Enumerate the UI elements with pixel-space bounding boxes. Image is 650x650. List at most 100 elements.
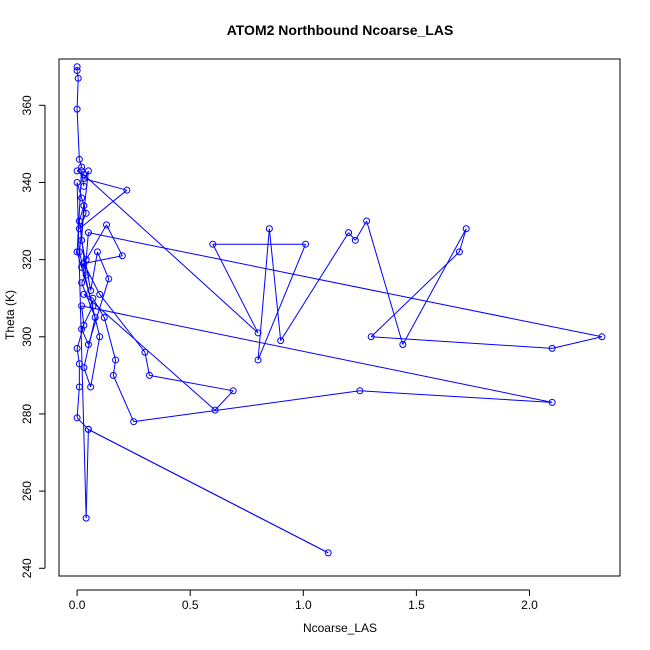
y-tick-label: 300 (20, 326, 34, 346)
series-segment (83, 317, 96, 368)
data-point (345, 229, 353, 237)
data-point (82, 256, 90, 264)
series-segment (371, 336, 553, 349)
plot-frame (58, 58, 621, 577)
series-segment (79, 189, 128, 230)
series-segment (90, 251, 98, 291)
data-point (73, 105, 81, 113)
y-axis-ticks: 240 260 280 300 320 340 360 (20, 95, 46, 578)
data-point (455, 248, 463, 256)
data-point (78, 236, 86, 244)
data-point (112, 356, 120, 364)
series-segment (88, 428, 329, 554)
data-point (351, 236, 359, 244)
data-point (211, 406, 219, 414)
y-tick-label: 320 (20, 249, 34, 269)
data-point (87, 286, 95, 294)
data-point (363, 217, 371, 225)
series-segment (83, 293, 94, 299)
data-point (73, 167, 81, 175)
data-point (84, 229, 92, 237)
series-segment (83, 178, 127, 191)
series-segment (458, 228, 467, 253)
series-segment (76, 70, 79, 79)
series-segment (85, 232, 89, 260)
x-axis-label: Ncoarse_LAS (303, 621, 377, 635)
data-point (80, 259, 88, 267)
data-point (78, 325, 86, 333)
data-point (105, 275, 113, 283)
series-segment (81, 282, 96, 318)
data-point (324, 549, 332, 557)
data-point (265, 225, 273, 233)
series-segment (81, 305, 553, 403)
series-segment (78, 159, 83, 168)
data-point (78, 279, 86, 287)
data-point (229, 387, 237, 395)
x-tick-label: 0.5 (182, 598, 199, 612)
data-point (78, 302, 86, 310)
data-point (80, 202, 88, 210)
data-point (100, 314, 108, 321)
data-point (75, 248, 83, 256)
series-segment (99, 294, 146, 353)
series-segment (402, 228, 467, 345)
data-point (598, 333, 606, 341)
series-segment (90, 336, 101, 388)
series-segment (370, 251, 460, 338)
data-point (462, 225, 470, 233)
data-point (130, 418, 138, 426)
data-point (73, 344, 81, 352)
series-segment (87, 278, 110, 345)
y-axis-label: Theta (K) (3, 290, 17, 340)
x-tick-label: 0.0 (69, 598, 86, 612)
series-segment (76, 170, 83, 252)
series-segment (76, 78, 79, 110)
data-point (356, 387, 364, 395)
series-lines (76, 66, 603, 554)
series-segment (76, 325, 85, 349)
data-point (302, 240, 310, 248)
series-segment (280, 232, 349, 341)
series-segment (81, 224, 107, 268)
data-point (89, 294, 97, 302)
data-point (96, 290, 104, 298)
data-point (141, 348, 149, 356)
data-point (73, 248, 81, 256)
series-segment (112, 375, 135, 422)
series-segment (76, 109, 80, 160)
series-segment (76, 182, 87, 519)
data-point (399, 341, 407, 349)
series-points (73, 63, 606, 557)
data-point (89, 302, 97, 310)
data-point (75, 155, 83, 163)
x-tick-label: 1.0 (295, 598, 312, 612)
data-point (80, 182, 88, 190)
y-tick-label: 280 (20, 404, 34, 424)
series-segment (133, 390, 360, 423)
series-segment (257, 228, 270, 360)
series-segment (268, 228, 282, 341)
y-tick-label: 340 (20, 172, 34, 192)
data-point (82, 514, 90, 522)
data-point (103, 221, 111, 229)
data-point (82, 271, 90, 279)
data-point (96, 333, 104, 341)
data-point (254, 356, 262, 364)
data-point (80, 290, 88, 298)
data-point (78, 167, 86, 175)
series-segment (106, 224, 123, 256)
data-point (75, 225, 83, 233)
series-segment (348, 232, 356, 241)
data-point (84, 167, 92, 175)
data-point (80, 364, 88, 372)
series-segment (88, 232, 603, 338)
data-point (75, 360, 83, 368)
data-point (84, 425, 92, 433)
data-point (78, 163, 86, 171)
data-point (80, 171, 88, 179)
series-segment (144, 352, 150, 376)
series-segment (96, 251, 110, 280)
